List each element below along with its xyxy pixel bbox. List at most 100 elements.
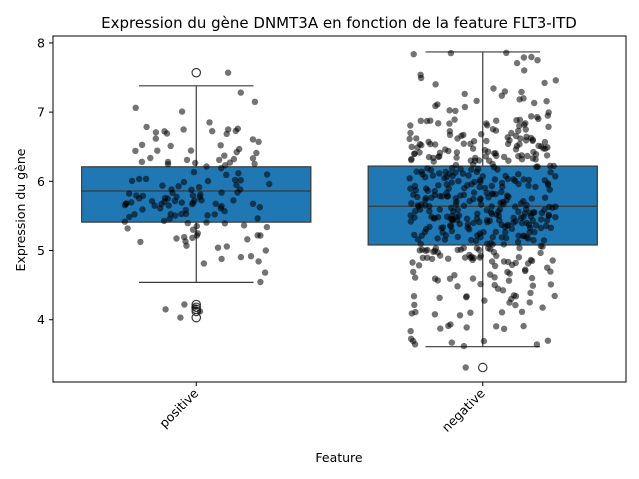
strip-point: [406, 175, 413, 182]
strip-point: [168, 186, 175, 193]
strip-point: [212, 200, 219, 207]
strip-point: [147, 154, 154, 162]
strip-point: [221, 220, 229, 227]
strip-point: [545, 212, 552, 219]
strip-point: [467, 309, 474, 316]
strip-point: [537, 216, 545, 223]
strip-point: [162, 306, 169, 313]
strip-point: [406, 135, 413, 143]
strip-point: [426, 203, 433, 210]
strip-point: [528, 257, 536, 265]
strip-point: [515, 171, 522, 178]
strip-point: [416, 149, 423, 156]
strip-point: [230, 197, 237, 204]
strip-point: [142, 175, 150, 183]
strip-point: [516, 116, 524, 124]
strip-point: [547, 281, 555, 288]
strip-point: [249, 136, 257, 143]
strip-point: [489, 241, 496, 248]
strip-point: [177, 314, 184, 321]
strip-point: [436, 206, 443, 213]
strip-point: [409, 259, 416, 266]
strip-point: [456, 312, 464, 319]
strip-point: [194, 230, 201, 237]
strip-point: [545, 123, 552, 130]
strip-point: [463, 324, 470, 331]
strip-point: [520, 176, 527, 183]
strip-point: [180, 178, 188, 186]
strip-point: [428, 213, 435, 220]
strip-point: [411, 182, 419, 190]
strip-point: [410, 51, 417, 58]
strip-point: [534, 57, 541, 64]
strip-point: [489, 190, 496, 197]
strip-point: [454, 135, 461, 142]
strip-point: [171, 197, 179, 205]
strip-point: [253, 149, 260, 157]
strip-point: [468, 166, 475, 173]
strip-point: [542, 222, 550, 230]
strip-point: [412, 274, 419, 281]
strip-point: [505, 157, 512, 164]
strip-point: [152, 129, 160, 136]
strip-point: [255, 258, 262, 265]
strip-point: [459, 170, 467, 177]
outlier-point: [477, 362, 488, 373]
strip-point: [546, 203, 553, 210]
strip-point: [461, 254, 469, 261]
strip-point: [237, 89, 244, 96]
strip-point: [470, 189, 478, 196]
strip-point: [436, 170, 443, 177]
strip-point: [515, 254, 523, 261]
strip-point: [421, 228, 429, 236]
strip-point: [540, 145, 547, 152]
strip-point: [498, 188, 505, 196]
strip-point: [422, 247, 429, 254]
strip-point: [510, 214, 517, 221]
strip-point: [498, 234, 505, 241]
strip-point: [527, 134, 535, 142]
strip-point: [469, 275, 477, 282]
strip-point: [491, 150, 498, 157]
strip-point: [464, 182, 471, 189]
strip-point: [532, 156, 539, 163]
strip-point: [520, 322, 527, 330]
strip-point: [429, 172, 437, 179]
strip-point: [231, 176, 239, 184]
x-tick-label: negative: [439, 385, 488, 434]
strip-point: [500, 325, 508, 332]
strip-point: [465, 172, 472, 179]
strip-point: [461, 103, 469, 111]
strip-point: [516, 96, 523, 103]
strip-point: [532, 222, 540, 229]
strip-point: [436, 294, 443, 301]
strip-point: [244, 236, 251, 243]
strip-point: [419, 171, 426, 178]
strip-point: [431, 311, 439, 318]
strip-point: [539, 304, 546, 311]
strip-point: [512, 203, 519, 210]
strip-point: [477, 201, 485, 208]
strip-point: [254, 215, 261, 222]
strip-point: [223, 171, 230, 178]
strip-point: [498, 92, 505, 99]
strip-point: [236, 145, 243, 153]
strip-point: [527, 210, 534, 217]
strip-point: [516, 244, 523, 252]
strip-point: [483, 120, 490, 127]
y-tick-label: 6: [37, 174, 45, 189]
strip-point: [435, 120, 442, 127]
strip-point: [545, 109, 552, 116]
strip-point: [445, 147, 452, 155]
strip-point: [467, 254, 474, 261]
strip-point: [408, 200, 415, 207]
strip-point: [139, 206, 146, 213]
strip-point: [471, 157, 479, 164]
strip-point: [535, 142, 542, 149]
strip-point: [474, 232, 481, 239]
strip-point: [512, 259, 519, 267]
strip-point: [491, 262, 499, 270]
strip-point: [531, 99, 538, 107]
strip-point: [534, 163, 541, 170]
strip-point: [435, 182, 442, 189]
